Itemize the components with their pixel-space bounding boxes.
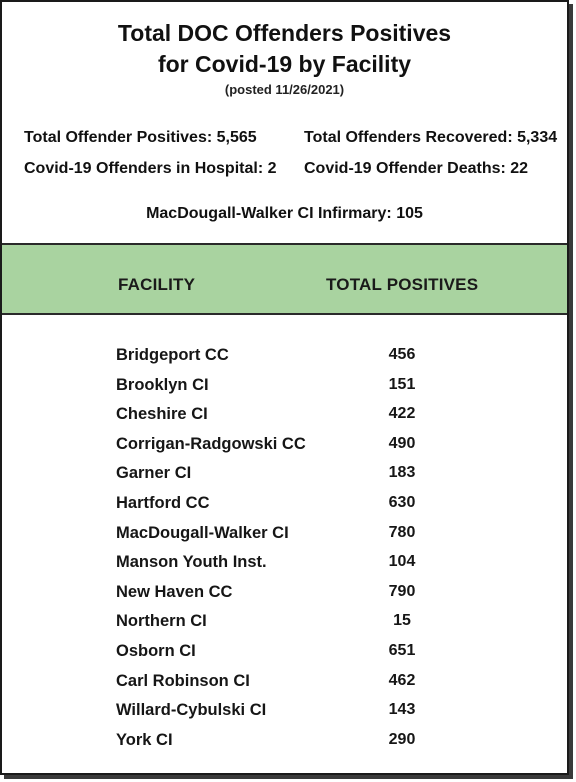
column-header-total-positives: TOTAL POSITIVES: [326, 275, 479, 294]
table-row: Osborn CI 651: [2, 638, 567, 668]
column-header-facility: FACILITY: [118, 275, 196, 294]
facility-name: Hartford CC: [116, 493, 210, 512]
table-row: Willard-Cybulski CI 143: [2, 697, 567, 727]
facility-total-positives: 104: [388, 553, 416, 571]
facility-name: Willard-Cybulski CI: [116, 701, 267, 720]
facility-total-positives: 151: [388, 375, 416, 393]
facility-total-positives: 651: [388, 641, 416, 659]
facility-name: Bridgeport CC: [116, 346, 229, 364]
report-card: Total DOC Offenders Positives for Covid-…: [0, 0, 569, 775]
facility-name: Osborn CI: [116, 641, 196, 660]
facility-total-positives: 290: [388, 730, 416, 748]
facility-name: Brooklyn CI: [116, 375, 209, 394]
facility-total-positives: 15: [393, 612, 411, 630]
facility-total-positives: 183: [388, 464, 416, 482]
facility-total-positives: 780: [388, 523, 416, 541]
page-title-line2: for Covid-19 by Facility: [157, 51, 412, 77]
table-row: Bridgeport CC 456: [2, 342, 567, 372]
table-header: FACILITY TOTAL POSITIVES: [2, 243, 567, 315]
table-row: Brooklyn CI 151: [2, 372, 567, 402]
table-row: MacDougall-Walker CI 780: [2, 520, 567, 550]
facility-name: Northern CI: [116, 612, 207, 631]
stat-in-hospital: Covid-19 Offenders in Hospital: 2: [24, 160, 277, 177]
facility-total-positives: 456: [388, 346, 416, 363]
facility-table-body: Bridgeport CC 456 Brooklyn CI 151 Cheshire C…: [2, 342, 567, 756]
facility-total-positives: 143: [388, 701, 416, 719]
facility-name: Carl Robinson CI: [116, 671, 250, 690]
table-row: Garner CI 183: [2, 460, 567, 490]
table-row: York CI 290: [2, 727, 567, 757]
stat-deaths: Covid-19 Offender Deaths: 22: [304, 160, 529, 177]
facility-total-positives: 462: [388, 671, 416, 689]
table-row: Corrigan-Radgowski CC 490: [2, 431, 567, 461]
facility-name: Garner CI: [116, 464, 192, 483]
table-row: New Haven CC 790: [2, 579, 567, 609]
facility-name: York CI: [116, 730, 173, 749]
table-row: Manson Youth Inst. 104: [2, 549, 567, 579]
facility-total-positives: 630: [388, 493, 416, 511]
facility-name: Cheshire CI: [116, 405, 208, 424]
facility-total-positives: 790: [388, 582, 416, 600]
stat-infirmary: MacDougall-Walker CI Infirmary: 105: [146, 205, 423, 222]
facility-total-positives: 422: [388, 405, 416, 423]
facility-name: Manson Youth Inst.: [116, 553, 267, 572]
posted-date: (posted 11/26/2021): [224, 82, 345, 97]
page-title-line1: Total DOC Offenders Positives: [117, 20, 452, 46]
stat-total-positives: Total Offender Positives: 5,565: [24, 129, 257, 146]
facility-name: MacDougall-Walker CI: [116, 523, 289, 542]
table-row: Hartford CC 630: [2, 490, 567, 520]
facility-total-positives: 490: [388, 434, 416, 452]
table-row: Northern CI 15: [2, 608, 567, 638]
stat-total-recovered: Total Offenders Recovered: 5,334: [304, 129, 558, 146]
table-row: Carl Robinson CI 462: [2, 668, 567, 698]
facility-name: Corrigan-Radgowski CC: [116, 434, 306, 453]
table-row: Cheshire CI 422: [2, 401, 567, 431]
facility-name: New Haven CC: [116, 582, 233, 601]
